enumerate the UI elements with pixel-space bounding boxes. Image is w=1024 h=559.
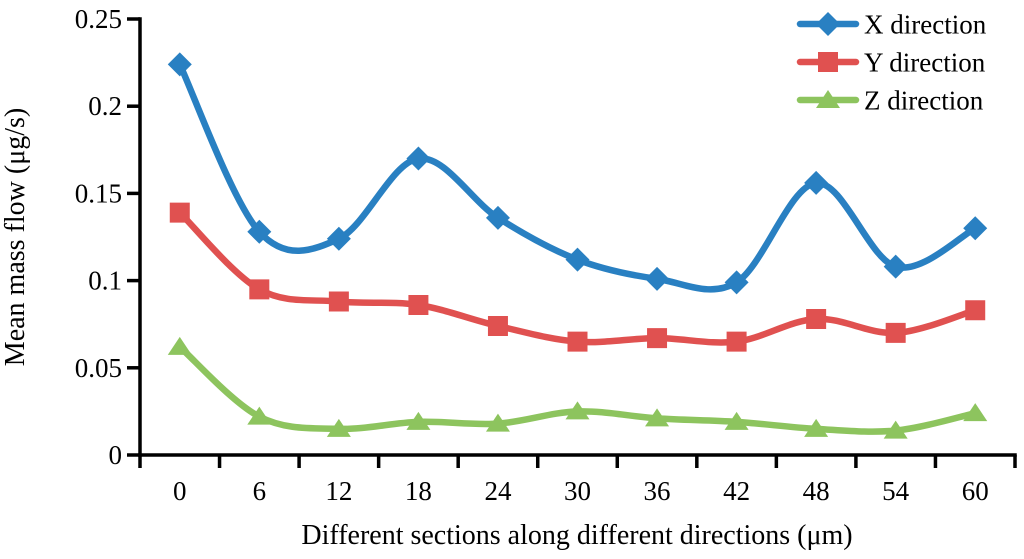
- series-marker-square-y-direction: [726, 331, 747, 352]
- axes: [127, 17, 1017, 468]
- x-tick-label: 30: [564, 476, 591, 506]
- series-marker-diamond-x-direction: [167, 52, 192, 77]
- y-axis-title: Mean mass flow (μg/s): [0, 108, 31, 366]
- series-marker-diamond-x-direction: [963, 216, 988, 241]
- series-marker-square-y-direction: [567, 331, 588, 352]
- series-marker-square-y-direction: [647, 328, 668, 349]
- data-series: [167, 52, 988, 439]
- legend-item-x-direction: X direction: [796, 10, 987, 40]
- x-tick-label: 24: [484, 476, 512, 506]
- legend: X direction Y direction Z direction: [796, 10, 987, 116]
- x-tick-label: 18: [405, 476, 432, 506]
- series-marker-diamond-x-direction: [326, 226, 351, 251]
- series-marker-diamond-x-direction: [565, 247, 590, 272]
- series-marker-triangle-z-direction: [247, 406, 272, 425]
- y-tick-label: 0.1: [88, 266, 122, 296]
- legend-label: X direction: [864, 10, 987, 40]
- y-tick-label: 0.05: [75, 353, 122, 383]
- legend-marker-square: [818, 52, 838, 72]
- x-axis-title: Different sections along different direc…: [301, 520, 852, 551]
- y-tick-label: 0.15: [75, 178, 122, 208]
- legend-item-y-direction: Y direction: [796, 48, 986, 78]
- series-marker-diamond-x-direction: [247, 219, 272, 244]
- series-marker-triangle-z-direction: [963, 403, 988, 422]
- x-tick-label: 0: [173, 476, 187, 506]
- tick-labels: 0 0.05 0.1 0.15 0.2 0.25 0 6 12 18 24 30 36 42 48 54 60: [75, 4, 989, 506]
- series-marker-square-y-direction: [885, 322, 906, 343]
- series-marker-triangle-z-direction: [167, 336, 192, 355]
- x-tick-label: 12: [325, 476, 352, 506]
- series-marker-square-y-direction: [169, 202, 190, 223]
- y-tick-label: 0.2: [88, 91, 122, 121]
- series-marker-triangle-z-direction: [326, 418, 351, 437]
- series-marker-triangle-z-direction: [645, 408, 670, 427]
- series-marker-diamond-x-direction: [485, 205, 510, 230]
- series-marker-diamond-x-direction: [724, 270, 749, 295]
- x-tick-label: 42: [723, 476, 750, 506]
- legend-marker-diamond: [816, 12, 840, 36]
- series-marker-square-y-direction: [249, 279, 270, 300]
- legend-label: Y direction: [864, 48, 986, 78]
- series-marker-diamond-x-direction: [406, 146, 431, 171]
- y-tick-label: 0: [109, 440, 123, 470]
- legend-label: Z direction: [864, 86, 984, 116]
- legend-marker-triangle: [816, 90, 840, 108]
- x-tick-label: 60: [962, 476, 989, 506]
- series-marker-square-y-direction: [328, 291, 349, 312]
- series-marker-triangle-z-direction: [485, 413, 510, 432]
- x-tick-label: 6: [253, 476, 267, 506]
- x-tick-label: 48: [803, 476, 830, 506]
- y-tick-label: 0.25: [75, 4, 122, 34]
- series-marker-triangle-z-direction: [883, 420, 908, 439]
- series-marker-diamond-x-direction: [804, 170, 829, 195]
- series-marker-triangle-z-direction: [406, 411, 431, 430]
- series-marker-square-y-direction: [487, 315, 508, 336]
- series-marker-diamond-x-direction: [645, 266, 670, 291]
- series-marker-diamond-x-direction: [883, 254, 908, 279]
- series-line-y-direction: [176, 209, 979, 346]
- series-marker-square-y-direction: [806, 308, 827, 329]
- series-marker-triangle-z-direction: [804, 418, 829, 437]
- series-marker-square-y-direction: [408, 295, 429, 316]
- series-marker-triangle-z-direction: [724, 411, 749, 430]
- series-marker-square-y-direction: [965, 300, 986, 321]
- x-tick-label: 36: [644, 476, 671, 506]
- legend-item-z-direction: Z direction: [796, 86, 984, 116]
- x-tick-label: 54: [882, 476, 910, 506]
- series-marker-triangle-z-direction: [565, 401, 590, 420]
